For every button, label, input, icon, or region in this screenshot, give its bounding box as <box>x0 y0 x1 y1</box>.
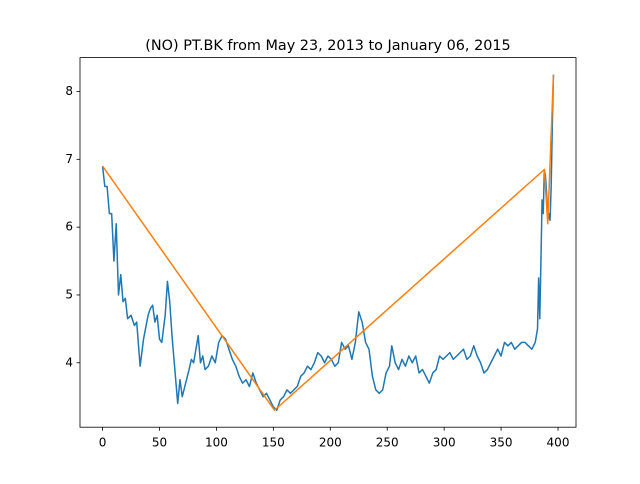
x-tick-label: 300 <box>433 436 456 450</box>
chart-title: (NO) PT.BK from May 23, 2013 to January … <box>145 38 510 54</box>
x-tick-label: 350 <box>490 436 513 450</box>
x-tick-label: 50 <box>152 436 167 450</box>
x-tick-label: 0 <box>99 436 107 450</box>
x-tick-label: 150 <box>262 436 285 450</box>
y-tick-label: 8 <box>65 84 73 98</box>
y-tick-label: 4 <box>65 355 73 369</box>
plot-frame <box>79 57 577 428</box>
y-tick-label: 7 <box>65 152 73 166</box>
x-tick-label: 200 <box>319 436 342 450</box>
x-tick-label: 250 <box>376 436 399 450</box>
y-tick-label: 6 <box>65 220 73 234</box>
series-line <box>101 74 555 411</box>
series-line <box>101 74 555 411</box>
x-tick-label: 400 <box>547 436 570 450</box>
x-tick-label: 100 <box>205 436 228 450</box>
y-tick-label: 5 <box>65 287 73 301</box>
